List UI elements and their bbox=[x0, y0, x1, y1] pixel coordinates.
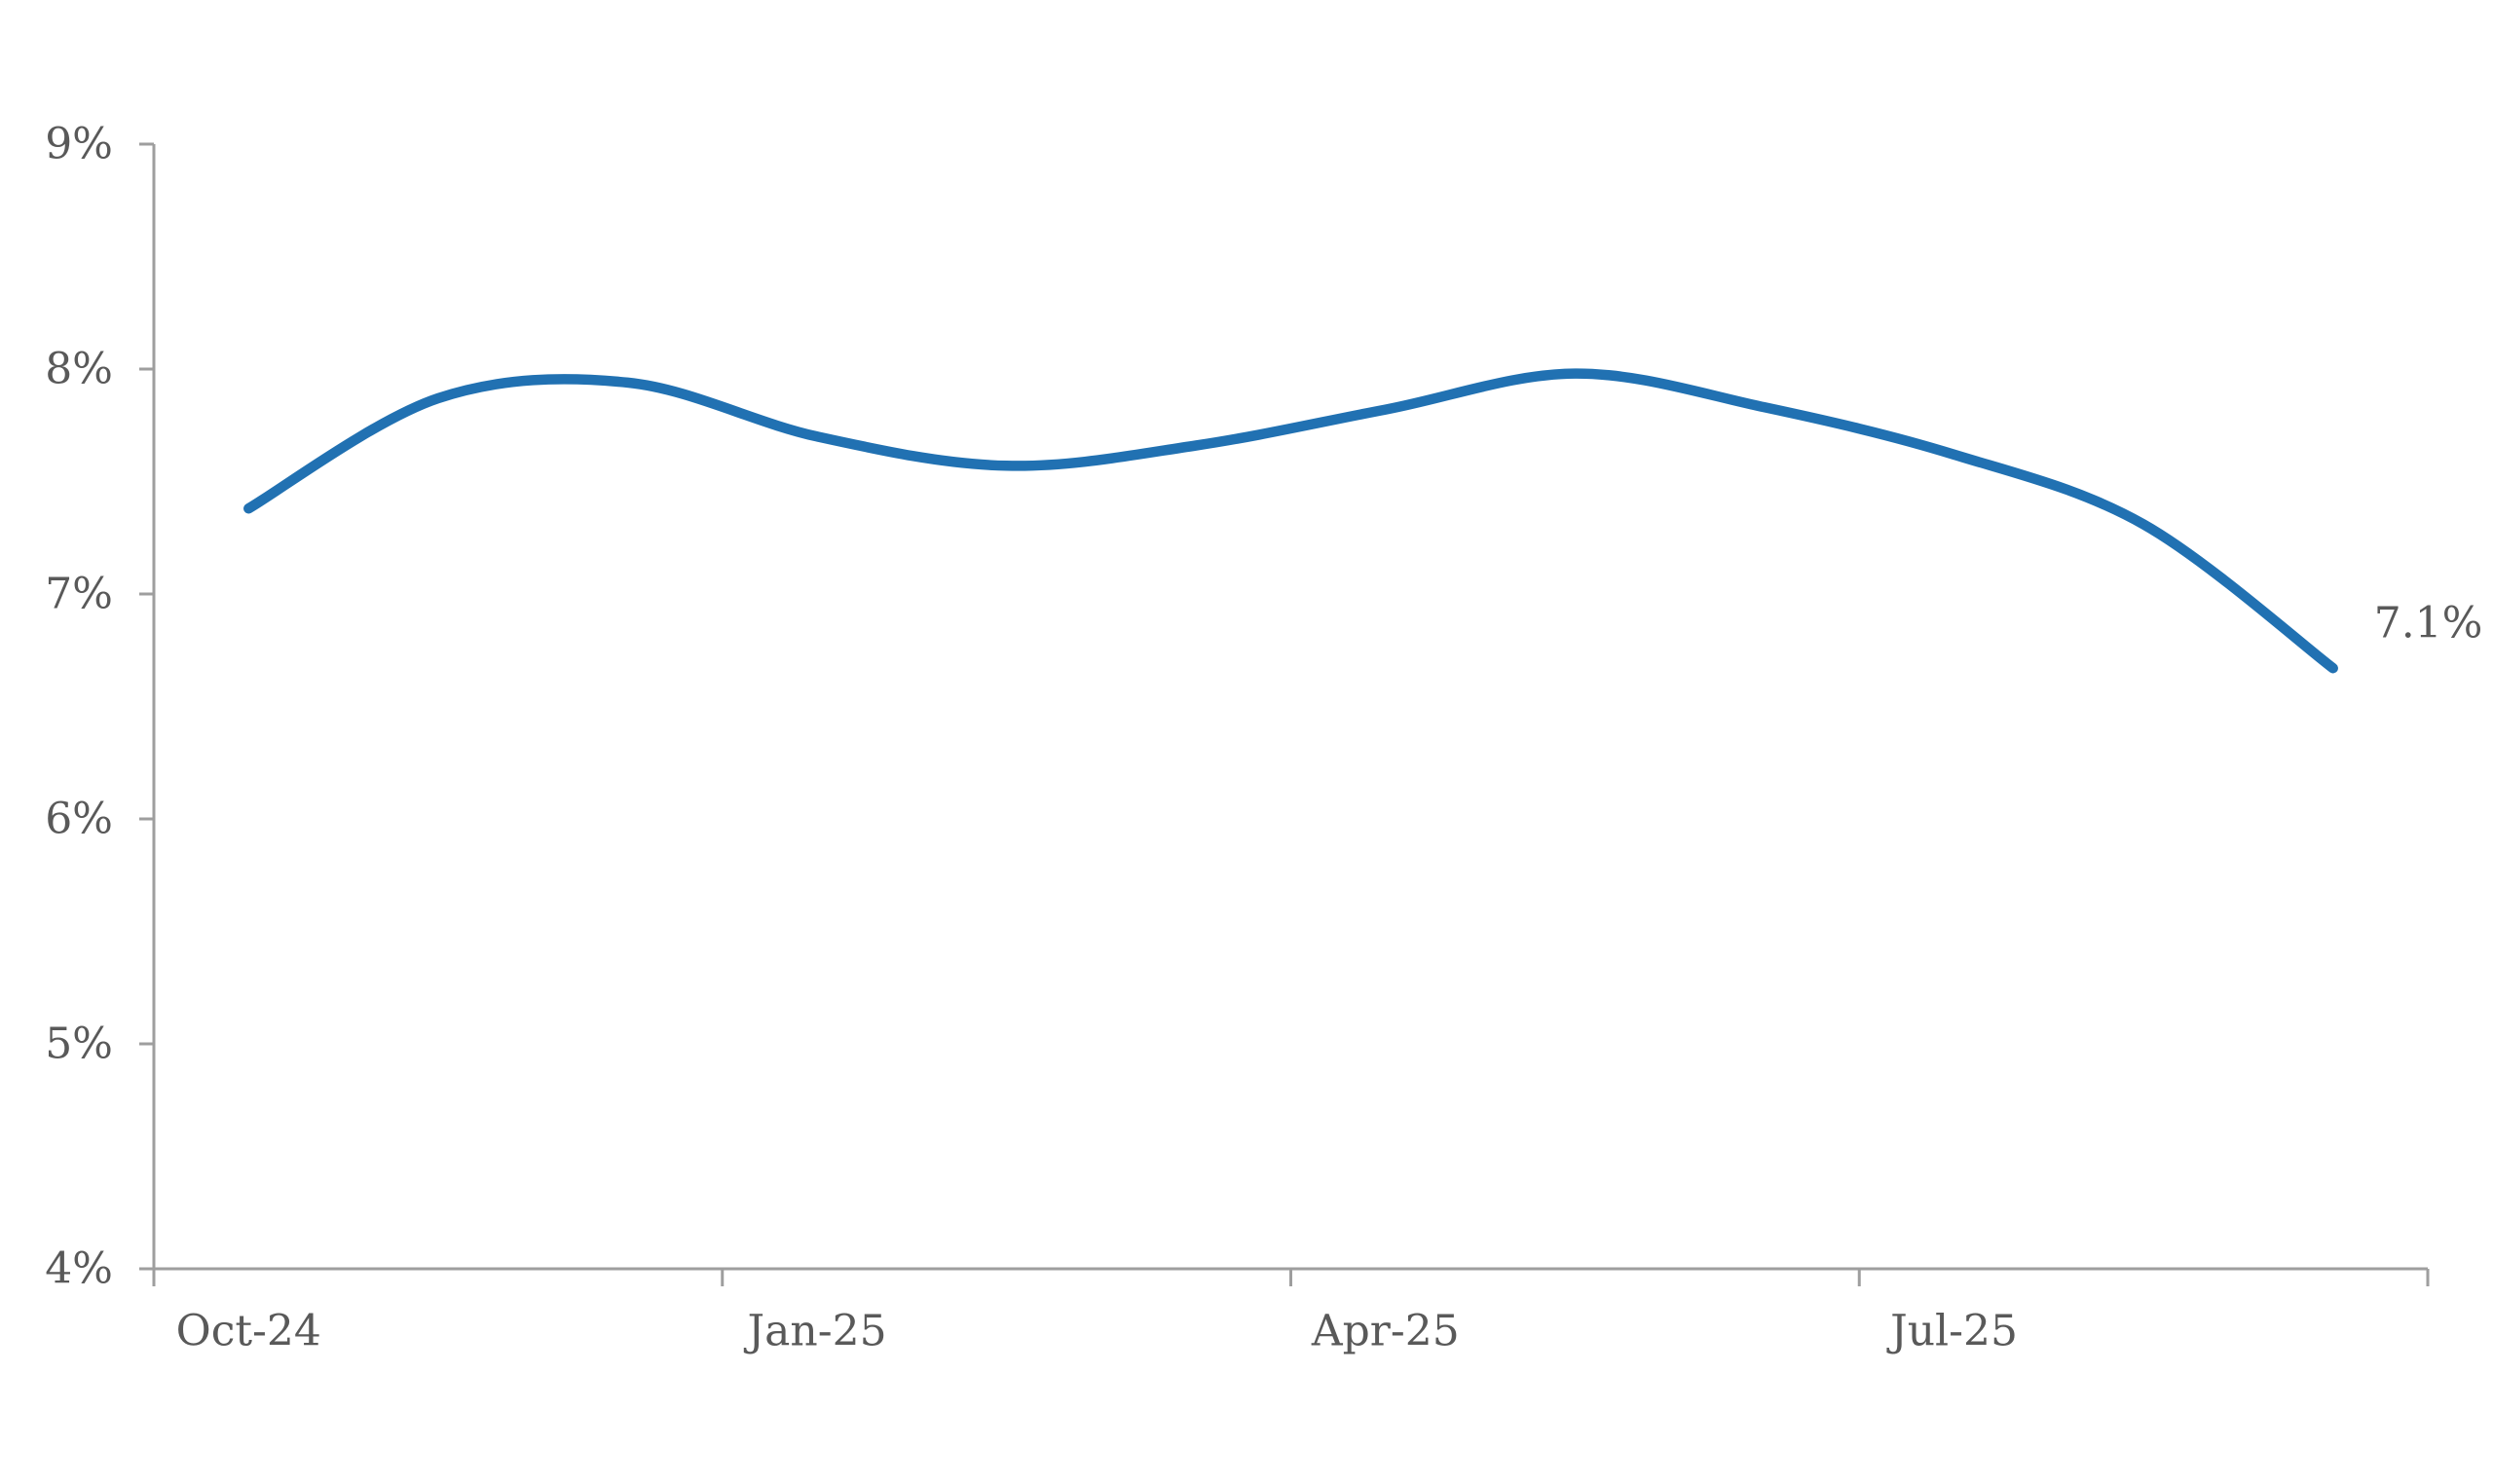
last-point-data-label: 7.1% bbox=[2374, 599, 2483, 649]
x-axis-label: Jul-25 bbox=[1886, 1307, 2018, 1356]
y-axis-label: 7% bbox=[45, 570, 113, 619]
x-axis-label: Oct-24 bbox=[176, 1307, 321, 1356]
y-axis-label: 4% bbox=[45, 1244, 113, 1294]
y-axis-label: 8% bbox=[45, 345, 113, 394]
series-line bbox=[243, 368, 2338, 674]
y-axis-label: 5% bbox=[45, 1020, 113, 1069]
y-axis-label: 6% bbox=[45, 795, 113, 844]
y-axis-label: 9% bbox=[45, 120, 113, 169]
x-axis-label: Jan-25 bbox=[744, 1307, 887, 1356]
x-axis-label: Apr-25 bbox=[1311, 1307, 1460, 1356]
